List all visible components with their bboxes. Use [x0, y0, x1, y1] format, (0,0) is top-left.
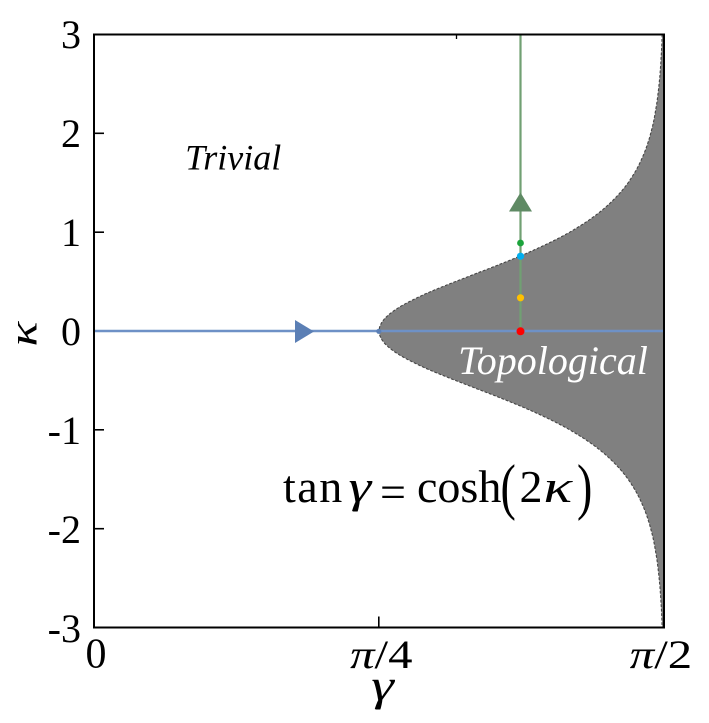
svg-text:tan: tan	[283, 461, 344, 512]
svg-text:1: 1	[61, 210, 81, 255]
svg-text:γ: γ	[371, 662, 396, 710]
svg-text:Trivial: Trivial	[185, 138, 281, 178]
svg-text:π/2: π/2	[630, 632, 692, 677]
svg-text:κ: κ	[544, 461, 574, 513]
svg-text:π/4: π/4	[350, 632, 412, 677]
svg-text:0: 0	[86, 632, 107, 678]
svg-text:-1: -1	[48, 408, 81, 453]
svg-text:): )	[577, 451, 592, 521]
svg-text:γ: γ	[349, 462, 373, 512]
svg-text:Topological: Topological	[458, 338, 648, 383]
svg-text:cosh: cosh	[417, 461, 501, 512]
svg-text:3: 3	[61, 12, 81, 57]
svg-text:0: 0	[61, 309, 81, 354]
svg-text:2: 2	[61, 111, 81, 156]
svg-text:=: =	[380, 467, 406, 518]
svg-text:-2: -2	[48, 507, 81, 552]
svg-text:2: 2	[520, 461, 543, 512]
svg-text:(: (	[501, 451, 516, 521]
svg-text:-3: -3	[48, 606, 81, 651]
svg-text:κ: κ	[2, 321, 46, 347]
